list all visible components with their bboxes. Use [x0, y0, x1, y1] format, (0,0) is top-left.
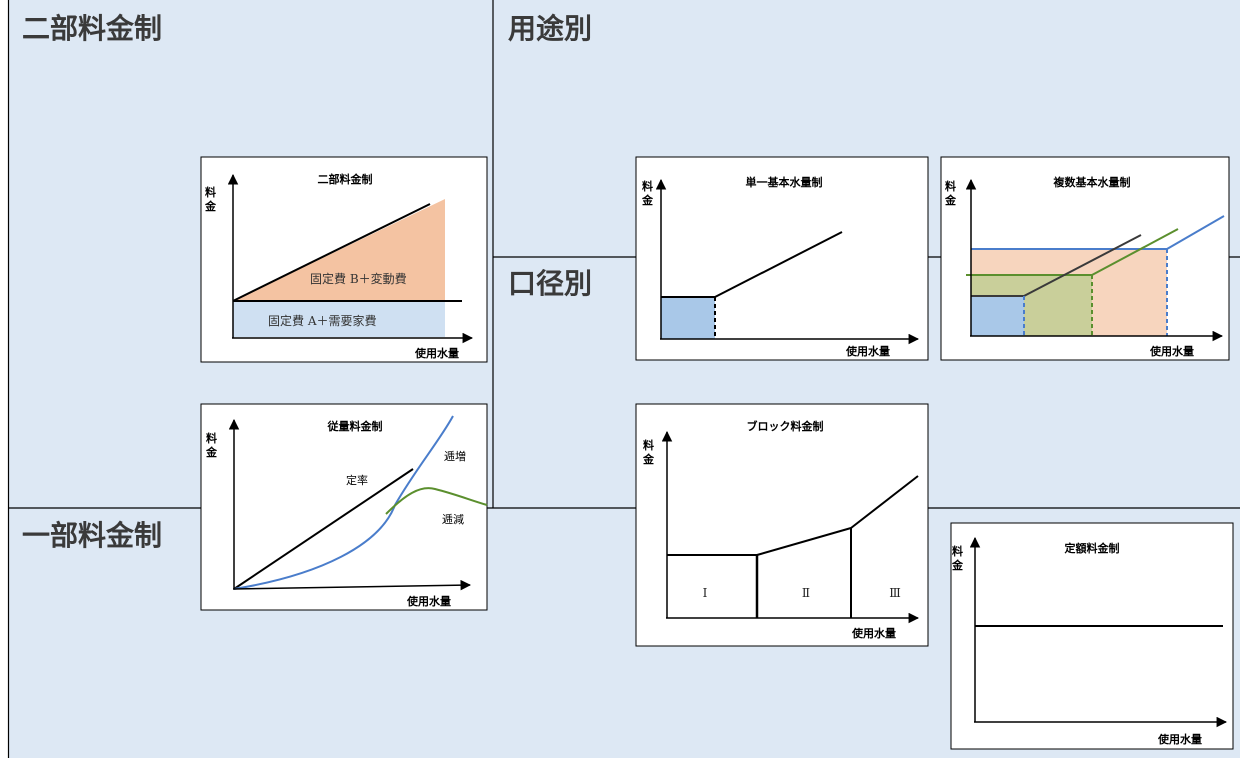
- fixed-a-label: 固定費 A＋需要家費: [268, 313, 376, 328]
- x-axis-label: 使用水量: [851, 626, 896, 640]
- chart-fixed-title: 定額料金制: [1065, 541, 1120, 555]
- block-2-line: [756, 527, 852, 556]
- tier-2-rate: [1091, 228, 1179, 276]
- fixed-a-area: [233, 301, 445, 337]
- decreasing-curve: [385, 487, 488, 515]
- y-axis-label-1: 料: [945, 179, 956, 193]
- block-label-1: Ⅰ: [703, 586, 708, 600]
- flat-rate-line: [233, 468, 414, 590]
- x-axis-label: 使用水量: [1157, 732, 1202, 746]
- region-label-one-part: 一部料金制: [22, 519, 162, 552]
- chart-single-base-title: 単一基本水量制: [746, 175, 823, 189]
- fixed-b-label: 固定費 B＋変動費: [310, 271, 407, 286]
- x-axis-label: 使用水量: [406, 594, 451, 608]
- y-axis-label-1: 料: [642, 179, 653, 193]
- chart-two-part-title: 二部料金制: [318, 172, 373, 186]
- y-axis-label-2: 金: [642, 452, 655, 466]
- chart-block: ブロック料金制 料 金 使用水量 Ⅰ Ⅱ Ⅲ: [635, 403, 929, 647]
- chart-single-base: 単一基本水量制 料 金 使用水量: [635, 156, 929, 361]
- region-label-by-use: 用途別: [508, 12, 592, 45]
- x-axis: [232, 579, 472, 591]
- y-axis-label-2: 金: [951, 558, 964, 572]
- y-axis-label-1: 料: [952, 544, 963, 558]
- chart-fixed-box: [950, 522, 1234, 750]
- tier-1-area: [971, 296, 1024, 336]
- y-axis-label-2: 金: [641, 193, 654, 207]
- y-axis-label-2: 金: [204, 199, 217, 213]
- rate-line: [714, 231, 843, 298]
- chart-two-part: 二部料金制 料 金 使用水量 固定費 B＋変動費 固定費 A＋需要家費: [200, 156, 488, 363]
- base-volume-area: [661, 297, 715, 339]
- block-label-2: Ⅱ: [802, 586, 810, 600]
- chart-multi-base: 複数基本水量制 料 金 使用水量: [940, 156, 1230, 361]
- chart-metered: 従量料金制 料 金 使用水量 定率 逓増 逓減: [200, 403, 488, 611]
- x-axis-label: 使用水量: [1149, 344, 1194, 358]
- y-axis-label-2: 金: [944, 193, 957, 207]
- increasing-label: 逓増: [444, 450, 466, 463]
- chart-block-title: ブロック料金制: [747, 419, 824, 433]
- block-3-line: [850, 475, 919, 529]
- y-axis-label-1: 料: [205, 185, 216, 199]
- chart-fixed: 定額料金制 料 金 使用水量: [950, 522, 1234, 750]
- chart-block-box: [635, 403, 929, 647]
- y-axis-label-1: 料: [206, 431, 217, 445]
- flat-rate-label: 定率: [346, 473, 368, 487]
- increasing-curve: [233, 415, 454, 590]
- y-axis-label-1: 料: [643, 438, 654, 452]
- fixed-b-line: [232, 203, 431, 302]
- region-label-two-part: 二部料金制: [22, 12, 162, 45]
- block-label-3: Ⅲ: [889, 586, 901, 600]
- chart-metered-title: 従量料金制: [327, 419, 383, 433]
- region-label-by-diameter: 口径別: [508, 267, 592, 300]
- tier-3-rate: [1166, 215, 1225, 250]
- chart-multi-base-title: 複数基本水量制: [1053, 175, 1131, 189]
- chart-metered-box: [200, 403, 488, 611]
- x-axis-label: 使用水量: [414, 346, 459, 360]
- y-axis-label-2: 金: [205, 445, 218, 459]
- decreasing-label: 逓減: [442, 512, 464, 526]
- x-axis-label: 使用水量: [845, 344, 890, 358]
- tier-1-rate: [1023, 234, 1142, 297]
